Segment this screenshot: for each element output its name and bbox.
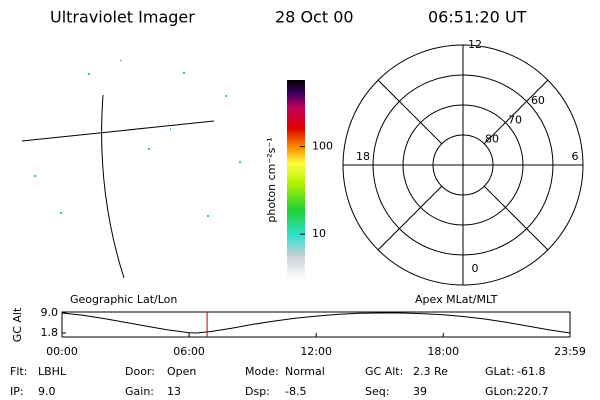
colorbar — [287, 80, 305, 280]
status-label: GC Alt: — [365, 365, 403, 378]
mlt-label: 18 — [356, 150, 370, 163]
diagonal — [483, 185, 549, 251]
status-label: GLon: — [485, 385, 517, 398]
mlt-label: 6 — [572, 150, 579, 163]
status-label: Mode: — [245, 365, 279, 378]
status-value: 2.3 Re — [413, 365, 448, 378]
altitude-label: GC Alt — [11, 307, 24, 342]
meridian-line — [101, 94, 125, 279]
mlt-label: 12 — [468, 38, 482, 51]
image-speckles — [34, 60, 241, 217]
date: 28 Oct 00 — [275, 8, 354, 27]
geo-title: Geographic Lat/Lon — [70, 293, 177, 306]
status-label: IP: — [10, 385, 24, 398]
altitude-line — [61, 312, 571, 334]
status-label: Dsp: — [245, 385, 270, 398]
status-value: 9.0 — [38, 385, 56, 398]
lat-label: 60 — [531, 94, 545, 107]
status-label: Gain: — [125, 385, 154, 398]
status-value: 220.7 — [517, 385, 549, 398]
x-tick-label: 00:00 — [46, 345, 78, 358]
mlt-label: 0 — [472, 262, 479, 275]
y-tick-label: 1.8 — [41, 326, 59, 339]
status-value: 39 — [413, 385, 427, 398]
diagonal — [377, 185, 443, 251]
x-tick-label: 23:59 — [554, 345, 586, 358]
time: 06:51:20 UT — [428, 8, 527, 27]
status-label: Flt: — [10, 365, 27, 378]
instrument: Ultraviolet Imager — [50, 8, 195, 27]
lat-label: 70 — [508, 113, 522, 126]
status-label: Door: — [125, 365, 155, 378]
status-value: Open — [167, 365, 196, 378]
status-value: -8.5 — [285, 385, 306, 398]
latitude-line — [21, 120, 215, 142]
diagonal — [483, 79, 549, 145]
x-tick-label: 12:00 — [300, 345, 332, 358]
colorbar-label: photon cm⁻²s⁻¹ — [265, 137, 278, 222]
status-label: Seq: — [365, 385, 389, 398]
diagonal — [377, 79, 443, 145]
y-tick-label: 9.0 — [41, 306, 59, 319]
geographic-image — [21, 60, 241, 279]
status-value: 13 — [167, 385, 181, 398]
apex-title: Apex MLat/MLT — [415, 293, 498, 306]
status-value: LBHL — [38, 365, 67, 378]
colorbar-tick-label: 10 — [312, 227, 326, 240]
x-tick-label: 06:00 — [173, 345, 205, 358]
status-label: GLat: — [485, 365, 514, 378]
colorbar-tick-label: 100 — [312, 140, 333, 153]
status-value: -61.8 — [517, 365, 545, 378]
lat-label: 80 — [485, 133, 499, 146]
x-tick-label: 18:00 — [427, 345, 459, 358]
status-value: Normal — [285, 365, 325, 378]
